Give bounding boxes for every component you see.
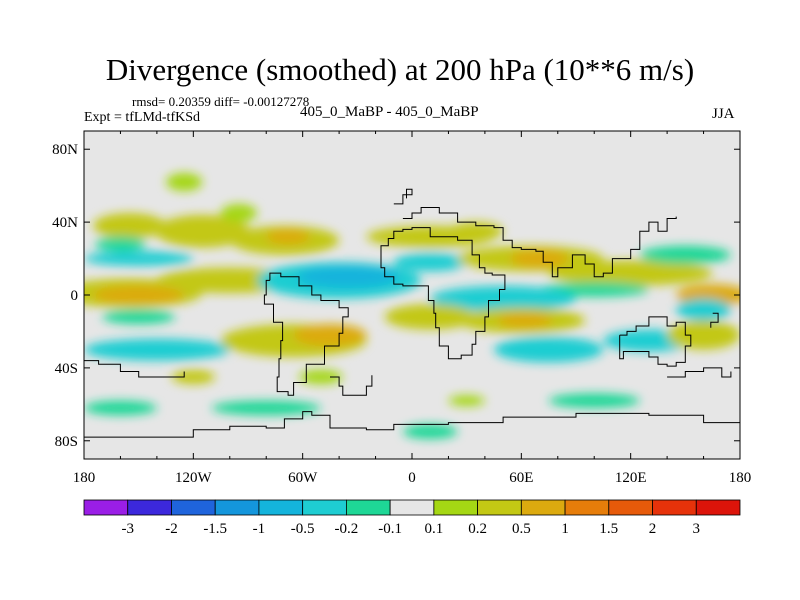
field-blob-39	[548, 393, 640, 408]
x-tick-label-3: 0	[408, 470, 416, 486]
colorbar-label-7: 0.1	[424, 521, 443, 537]
coastline-2	[263, 272, 349, 396]
field-blob-2	[155, 214, 250, 248]
colorbar-label-0: -3	[121, 521, 134, 537]
field-blob-18	[548, 260, 713, 286]
colorbar-box-7	[389, 499, 435, 516]
coastline-8	[393, 188, 413, 205]
field-blob-21	[430, 285, 576, 312]
field-blob-27	[293, 324, 367, 347]
field-blob-23	[676, 298, 731, 321]
x-tick-label-1: 120W	[175, 470, 213, 486]
field-blob-13	[393, 253, 467, 272]
field-blob-3	[220, 203, 258, 223]
colorbar-label-11: 1.5	[599, 521, 618, 537]
coastline-5	[84, 360, 185, 378]
field-blob-36	[84, 400, 157, 416]
y-tick-label-3: 40S	[55, 361, 78, 377]
colorbar-label-4: -0.5	[291, 521, 315, 537]
colorbar-label-10: 1	[561, 521, 569, 537]
colorbar-label-1: -2	[165, 521, 178, 537]
colorbar: -3 -2 -1.5 -1 -0.5 -0.2 -0.1 0.1 0.2 0.5 1 1.5 2 3	[83, 499, 741, 537]
coastline-1	[380, 227, 506, 360]
colorbar-label-5: -0.2	[335, 521, 359, 537]
field-blob-25	[84, 338, 230, 361]
coastline-4	[84, 411, 740, 438]
season-label: JJA	[712, 106, 735, 122]
field-blob-15	[448, 222, 504, 241]
colorbar-box-3	[214, 499, 260, 516]
field-blob-17	[510, 249, 569, 268]
field-blob-28	[384, 304, 476, 330]
rmsd-diff-stats: rmsd= 0.20359 diff= -0.00127278	[132, 94, 310, 109]
colorbar-box-11	[564, 499, 610, 516]
coastline-9	[710, 312, 719, 328]
colorbar-box-13	[652, 499, 697, 516]
coastline-6	[330, 375, 373, 396]
field-blob-24	[102, 309, 176, 325]
field-blob-35	[299, 369, 343, 385]
x-tick-label-6: 180	[729, 470, 752, 486]
y-tick-label-2: 0	[71, 288, 79, 304]
colorbar-label-12: 2	[649, 521, 657, 537]
x-tick-label-5: 120E	[615, 470, 647, 486]
field-blob-38	[402, 424, 458, 439]
field-blob-7	[84, 251, 194, 266]
colorbar-label-6: -0.1	[378, 521, 402, 537]
colorbar-box-0	[83, 499, 129, 516]
field-blob-0	[93, 213, 166, 239]
x-tick-label-2: 60W	[288, 470, 318, 486]
colorbar-box-5	[302, 499, 347, 516]
field-blob-30	[497, 313, 553, 328]
colorbar-box-4	[258, 499, 304, 516]
x-tick-label-0: 180	[73, 470, 96, 486]
y-tick-label-0: 80N	[52, 142, 78, 158]
field-blob-33	[667, 320, 740, 350]
coastline-0	[402, 207, 677, 278]
colorbar-box-10	[520, 499, 566, 516]
colorbar-label-3: -1	[253, 521, 266, 537]
colorbar-box-14	[695, 499, 741, 516]
colorbar-label-13: 3	[693, 521, 701, 537]
field-blob-40	[448, 395, 485, 407]
case-names: 405_0_MaBP - 405_0_MaBP	[300, 104, 479, 120]
colorbar-box-1	[127, 499, 172, 516]
divergence-field	[84, 172, 740, 439]
field-blob-12	[297, 265, 400, 288]
field-blob-1	[94, 236, 146, 252]
coastlines	[84, 188, 740, 438]
colorbar-box-6	[345, 499, 391, 516]
field-blob-9	[93, 285, 185, 305]
colorbar-box-8	[433, 499, 479, 516]
experiment-label: Expt = tfLMd-tfKSd	[84, 110, 200, 125]
field-blob-37	[211, 400, 321, 416]
field-blob-5	[266, 229, 310, 244]
y-tick-label-4: 80S	[55, 434, 78, 450]
colorbar-box-12	[608, 499, 653, 516]
field-blob-34	[171, 369, 216, 385]
x-tick-label-4: 60E	[509, 470, 533, 486]
coastline-7	[667, 367, 732, 378]
field-blob-31	[494, 336, 604, 363]
colorbar-label-2: -1.5	[203, 521, 227, 537]
field-blob-6	[166, 172, 203, 192]
coastline-3	[619, 316, 692, 367]
colorbar-label-8: 0.2	[468, 521, 487, 537]
colorbar-box-2	[171, 499, 216, 516]
chart-title: Divergence (smoothed) at 200 hPa (10**6 …	[105, 52, 695, 87]
axes: 180 120W 60W 0 60E 120E 180 80N 40N 0 40S 80S	[52, 131, 751, 486]
colorbar-label-9: 0.5	[512, 521, 531, 537]
field-blob-19	[639, 245, 731, 265]
colorbar-box-9	[477, 499, 522, 516]
y-tick-label-1: 40N	[52, 215, 78, 231]
